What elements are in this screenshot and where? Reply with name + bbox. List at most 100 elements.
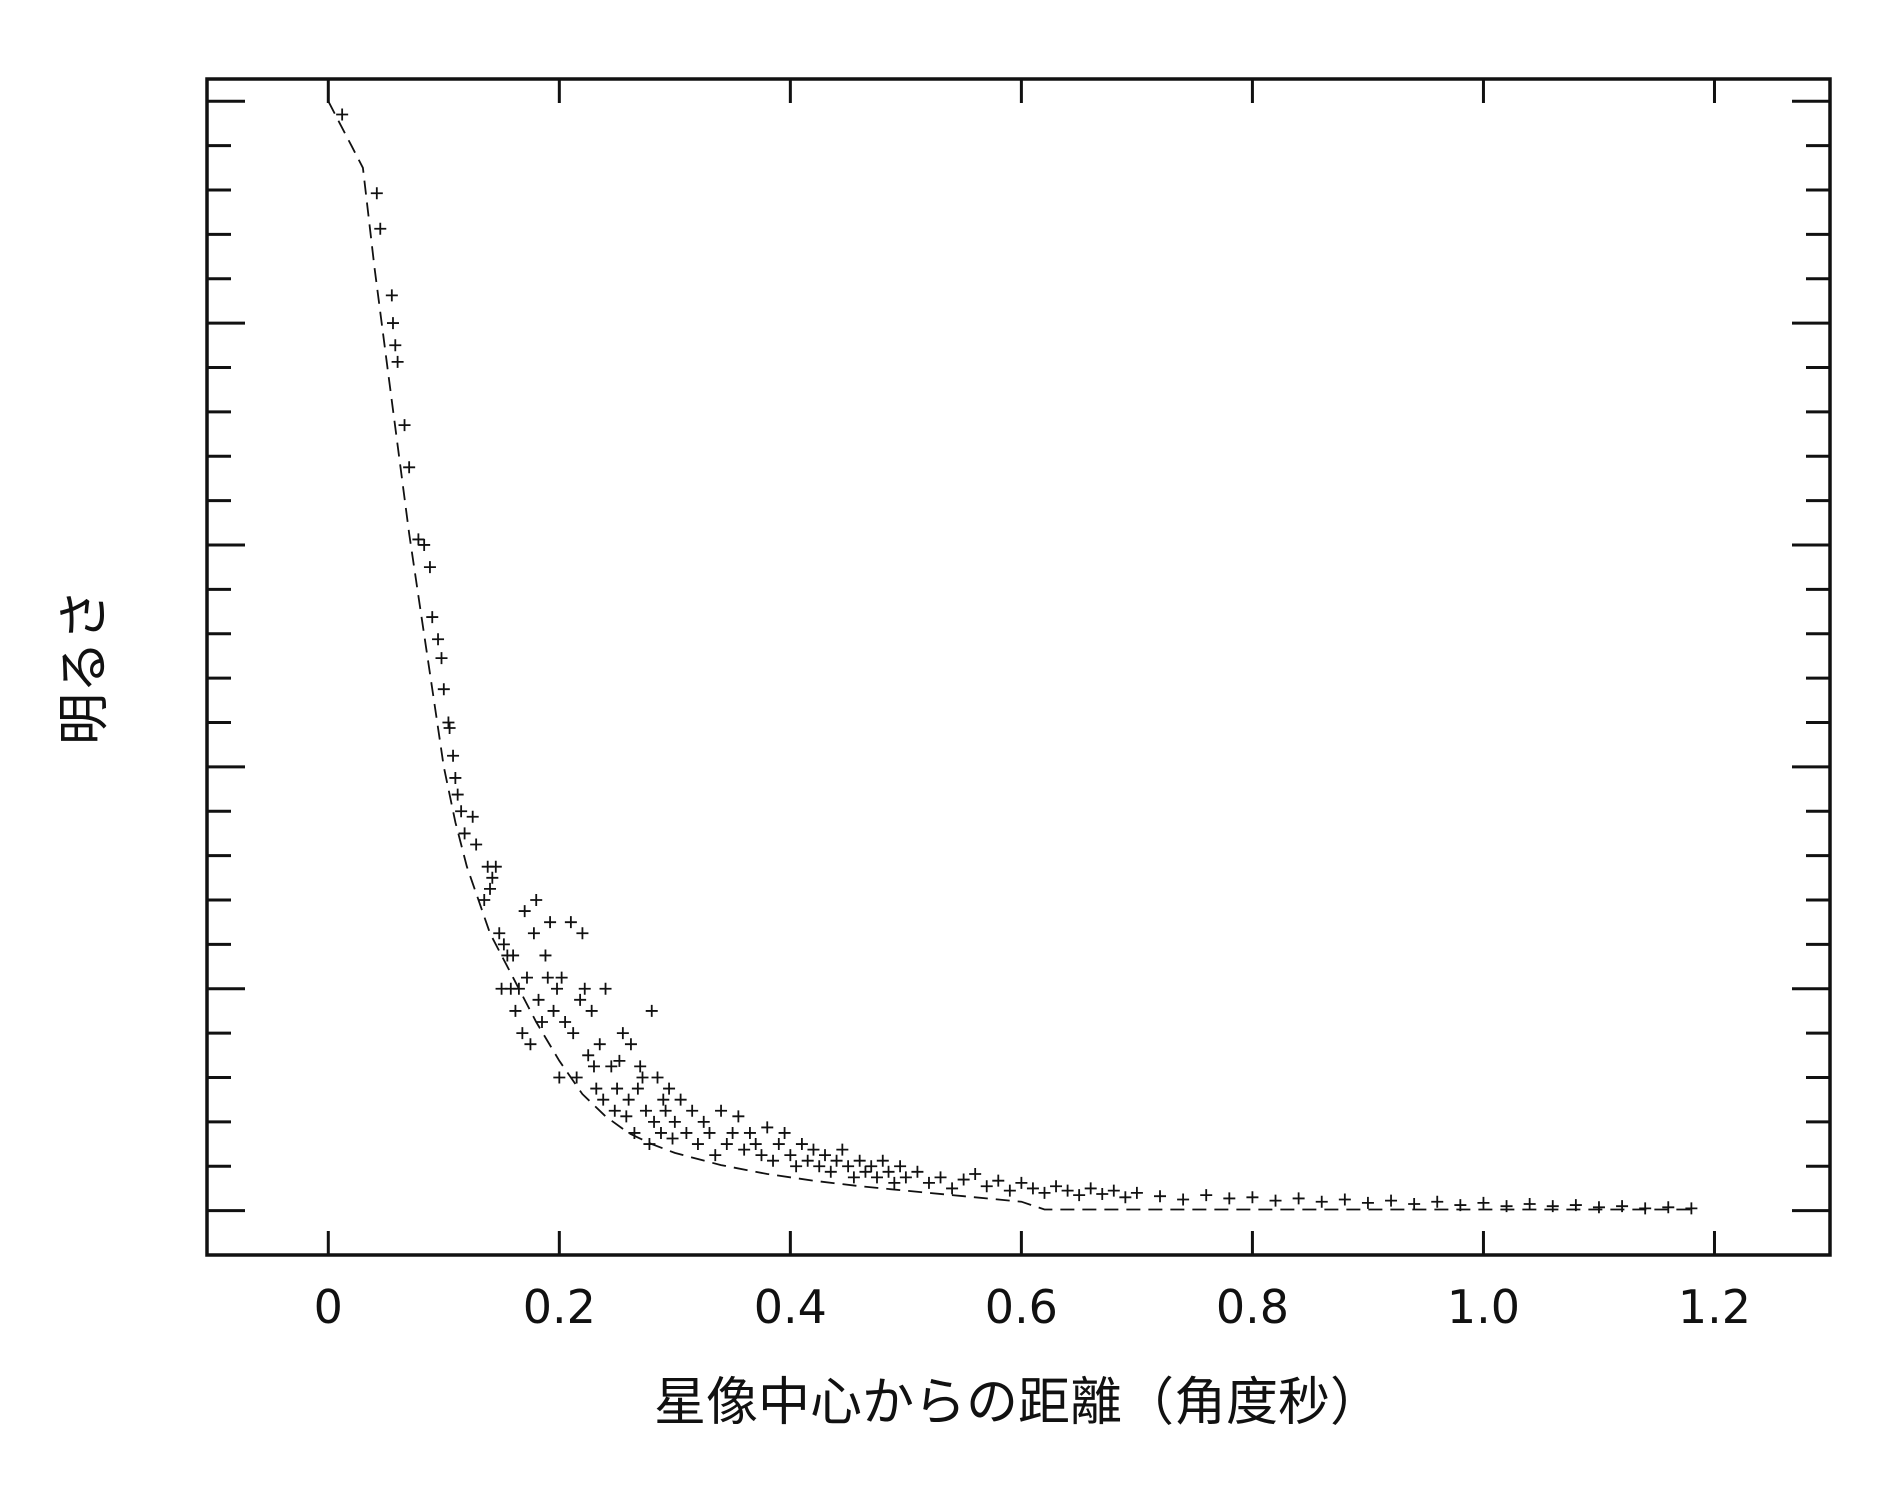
data-point-plus xyxy=(587,1060,600,1073)
data-point-plus xyxy=(509,1004,522,1017)
data-point-plus xyxy=(657,1093,670,1106)
data-point-plus xyxy=(795,1138,808,1151)
data-point-plus xyxy=(1361,1196,1374,1209)
data-point-plus xyxy=(1408,1197,1421,1210)
data-point-plus xyxy=(636,1071,649,1084)
data-point-plus xyxy=(755,1149,768,1162)
data-point-plus xyxy=(532,993,545,1006)
data-point-plus xyxy=(518,905,531,918)
data-point-plus xyxy=(911,1165,924,1178)
data-point-plus xyxy=(516,1027,529,1040)
data-point-plus xyxy=(686,1104,699,1117)
data-point-plus xyxy=(590,1082,603,1095)
data-point-plus xyxy=(1685,1202,1698,1215)
data-point-plus xyxy=(1073,1189,1086,1202)
data-point-plus xyxy=(1477,1196,1490,1209)
data-point-plus xyxy=(1050,1180,1063,1193)
data-point-plus xyxy=(922,1176,935,1189)
data-point-plus xyxy=(778,1126,791,1139)
data-point-plus xyxy=(720,1138,733,1151)
data-point-plus xyxy=(819,1149,832,1162)
x-tick-label: 0 xyxy=(314,1280,343,1334)
data-point-plus xyxy=(551,982,564,995)
data-point-plus xyxy=(455,805,468,818)
data-point-plus xyxy=(1026,1182,1039,1195)
data-point-plus xyxy=(1130,1186,1143,1199)
data-point-plus xyxy=(1500,1200,1513,1213)
data-point-plus xyxy=(934,1171,947,1184)
x-tick-label: 0.4 xyxy=(754,1280,827,1334)
data-point-plus xyxy=(386,317,399,330)
data-point-plus xyxy=(859,1165,872,1178)
data-point-plus xyxy=(697,1115,710,1128)
data-point-plus xyxy=(738,1143,751,1156)
data-point-plus xyxy=(385,289,398,302)
data-point-plus xyxy=(520,971,533,984)
axis-ticks xyxy=(207,79,1830,1257)
x-tick-label: 0.2 xyxy=(523,1280,596,1334)
data-point-plus xyxy=(398,419,411,432)
data-point-plus xyxy=(992,1174,1005,1187)
data-point-plus xyxy=(847,1171,860,1184)
data-point-plus xyxy=(486,871,499,884)
data-point-plus xyxy=(530,893,543,906)
data-point-plus xyxy=(370,187,383,200)
data-point-plus xyxy=(412,533,425,546)
data-point-plus xyxy=(946,1182,959,1195)
x-tick-labels: 0 0.2 0.4 0.6 0.8 1.0 1.2 xyxy=(314,1280,1751,1334)
data-point-plus xyxy=(824,1165,837,1178)
data-point-plus xyxy=(613,1054,626,1067)
data-point-plus xyxy=(418,538,431,551)
data-point-plus xyxy=(547,1004,560,1017)
data-point-plus xyxy=(555,971,568,984)
data-point-plus xyxy=(442,716,455,729)
data-point-plus xyxy=(1546,1200,1559,1213)
data-point-plus xyxy=(772,1138,785,1151)
data-point-plus xyxy=(493,927,506,940)
data-point-plus xyxy=(1639,1202,1652,1215)
data-point-plus xyxy=(830,1154,843,1167)
data-point-plus xyxy=(541,971,554,984)
data-point-plus xyxy=(654,1126,667,1139)
data-point-plus xyxy=(585,1004,598,1017)
data-point-plus xyxy=(899,1171,912,1184)
data-point-plus xyxy=(553,1071,566,1084)
data-point-plus xyxy=(458,827,471,840)
data-point-plus xyxy=(784,1149,797,1162)
data-point-plus xyxy=(1061,1184,1074,1197)
data-point-plus xyxy=(426,611,439,624)
data-point-plus xyxy=(801,1154,814,1167)
data-point-plus xyxy=(535,1016,548,1029)
data-point-plus xyxy=(605,1060,618,1073)
data-point-plus xyxy=(648,1115,661,1128)
x-tick-label: 1.0 xyxy=(1447,1280,1520,1334)
data-point-plus xyxy=(403,461,416,474)
data-point-plus xyxy=(743,1126,756,1139)
data-point-plus xyxy=(870,1171,883,1184)
data-point-plus xyxy=(597,1093,610,1106)
data-point-plus xyxy=(489,860,502,873)
x-axis-label: 星像中心からの距離（角度秒） xyxy=(654,1373,1382,1433)
data-point-plus xyxy=(1616,1200,1629,1213)
data-point-plus xyxy=(666,1132,679,1145)
data-point-plus xyxy=(570,1071,583,1084)
data-point-plus xyxy=(882,1165,895,1178)
data-marks xyxy=(327,100,1698,1215)
data-point-plus xyxy=(593,1038,606,1051)
data-point-plus xyxy=(578,982,591,995)
data-point-plus xyxy=(1084,1182,1097,1195)
data-point-plus xyxy=(980,1180,993,1193)
data-point-plus xyxy=(608,1104,621,1117)
data-point-plus xyxy=(1523,1197,1536,1210)
data-point-plus xyxy=(842,1160,855,1173)
model-curve-dashed xyxy=(327,100,1692,1211)
data-point-plus xyxy=(1177,1193,1190,1206)
data-point-plus xyxy=(466,810,479,823)
data-point-plus xyxy=(1015,1176,1028,1189)
data-point-plus xyxy=(807,1143,820,1156)
x-tick-label: 1.2 xyxy=(1678,1280,1751,1334)
data-point-plus xyxy=(680,1126,693,1139)
data-point-plus xyxy=(423,561,436,574)
